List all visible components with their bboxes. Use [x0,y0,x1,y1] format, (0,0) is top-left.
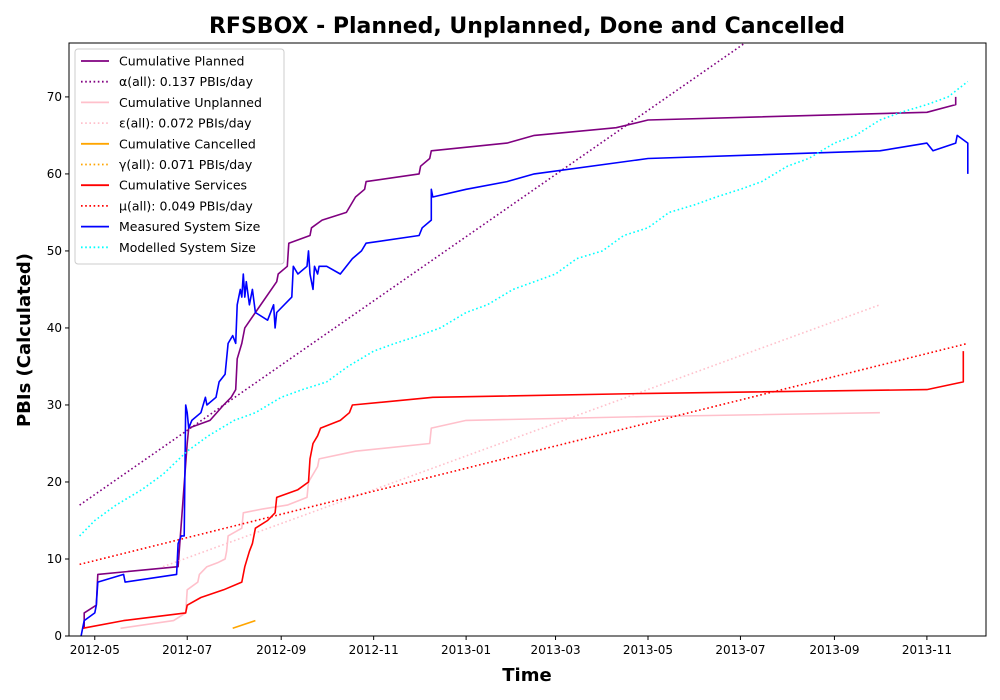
legend-label: μ(all): 0.049 PBIs/day [119,198,253,213]
series-line-9 [79,80,969,537]
y-tick-label: 0 [54,629,62,643]
y-tick-label: 30 [47,398,62,412]
x-tick-label: 2013-03 [530,643,580,657]
y-tick-label: 10 [47,552,62,566]
legend-label: Modelled System Size [119,240,256,255]
x-tick-label: 2013-05 [623,643,673,657]
chart-title: RFSBOX - Planned, Unplanned, Done and Ca… [209,14,845,39]
series-line-6 [82,351,965,630]
x-tick-label: 2012-05 [70,643,120,657]
plot-frame [68,42,987,637]
x-tick-label: 2013-11 [902,643,952,657]
x-tick-label: 2012-09 [256,643,306,657]
legend-label: Cumulative Services [119,178,247,193]
x-tick-label: 2013-01 [441,643,491,657]
legend-label: Cumulative Cancelled [119,136,256,151]
legend-box [74,48,285,265]
legend-label: Cumulative Planned [119,54,244,69]
x-tick-label: 2013-09 [809,643,859,657]
series-line-3 [162,304,881,568]
y-tick-label: 50 [47,244,62,258]
x-tick-label: 2012-07 [162,643,212,657]
plot-area [68,42,987,637]
axis-ticks: 2012-05 2012-07 2012-09 2012-11 2013-01 2013-… [47,90,952,657]
legend: Cumulative Planned α(all): 0.137 PBIs/day… [74,48,285,265]
series-line-8 [80,134,969,636]
x-tick-label: 2012-11 [349,643,399,657]
series-line-4 [232,619,256,630]
legend-label: ε(all): 0.072 PBIs/day [119,116,252,131]
y-tick-label: 40 [47,321,62,335]
x-axis-label: Time [502,665,551,686]
series-line-1 [79,43,746,506]
x-tick-label: 2013-07 [715,643,765,657]
y-axis-label: PBIs (Calculated) [14,253,35,427]
legend-label: Cumulative Unplanned [119,95,262,110]
y-tick-label: 20 [47,475,62,489]
series-line-2 [120,411,880,630]
y-tick-label: 70 [47,90,62,104]
legend-label: Measured System Size [119,219,261,234]
y-tick-label: 60 [47,167,62,181]
series-line-7 [79,342,968,566]
legend-label: γ(all): 0.071 PBIs/day [119,157,253,172]
legend-label: α(all): 0.137 PBIs/day [119,74,254,89]
